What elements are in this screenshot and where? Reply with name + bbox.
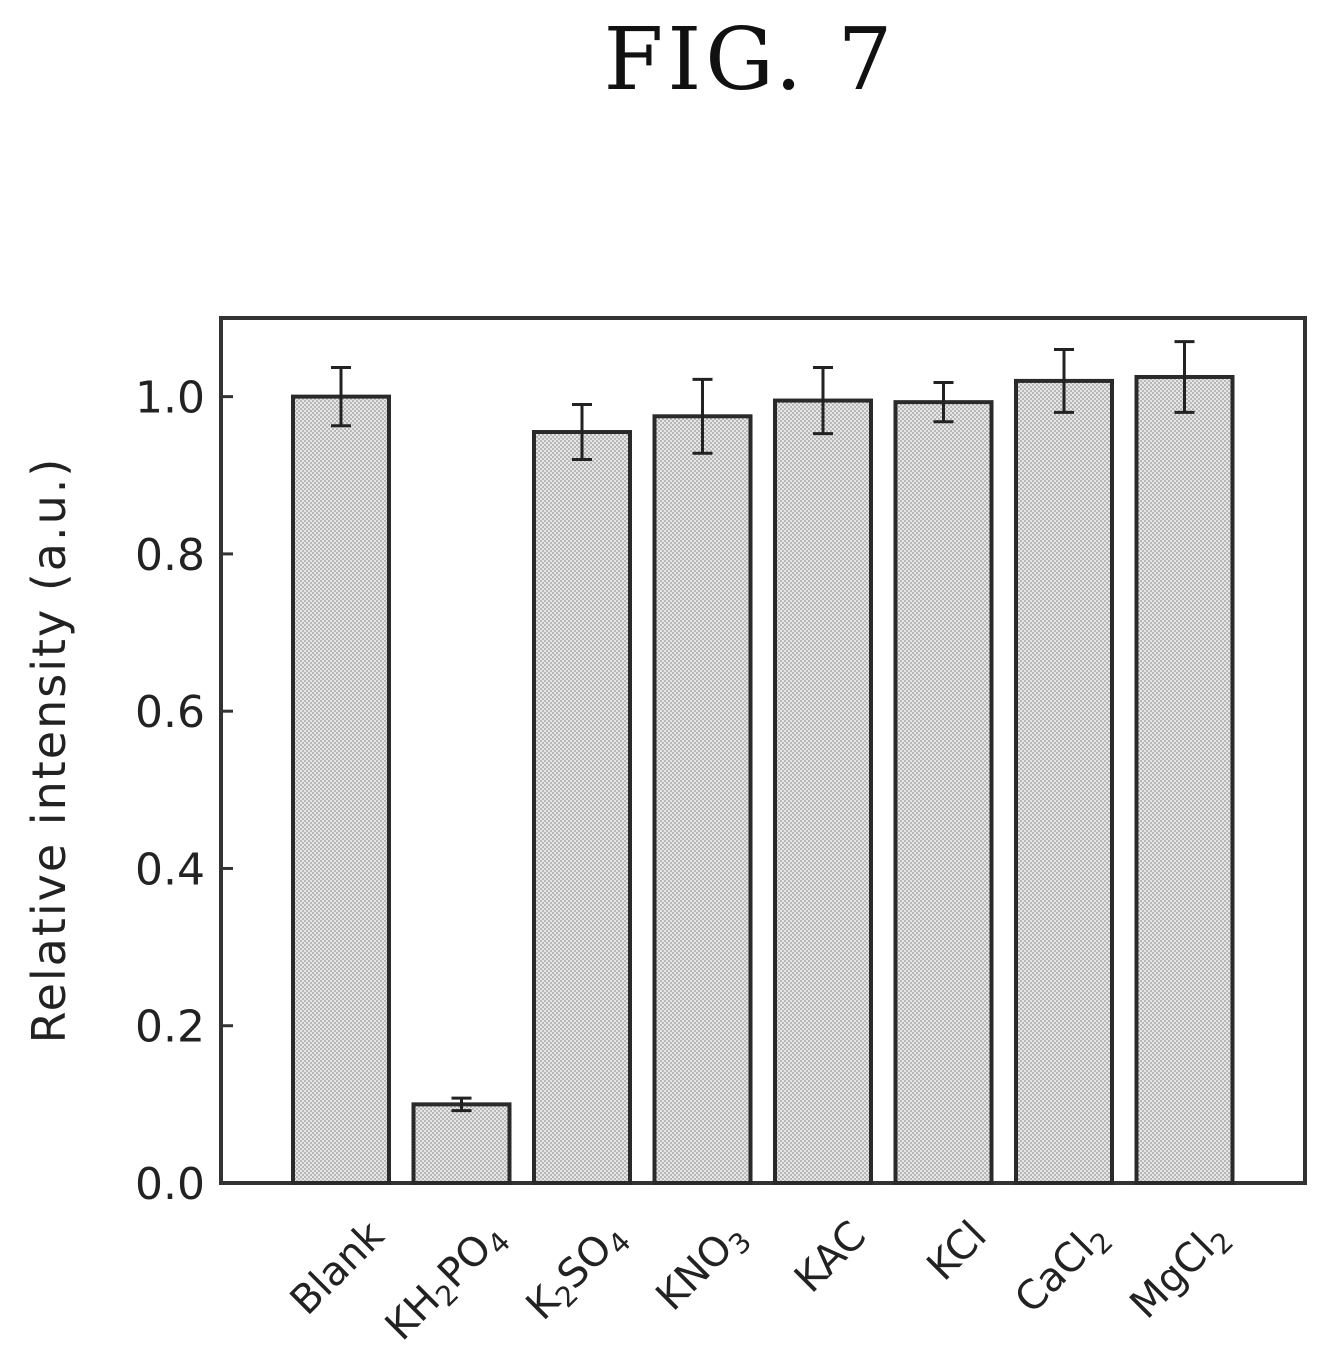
y-axis-ticks: 0.0 0.2 0.4 0.6 0.8 1.0 [135,373,233,1210]
error-bars-layer [331,340,1195,1113]
y-axis-title: Relative intensity (a.u.) [22,457,76,1044]
x-category-label: Blank [282,1212,394,1324]
x-category-label: MgCl2 [1121,1213,1240,1332]
bar [773,398,873,1185]
y-tick-label: 1.0 [135,373,205,424]
bar [411,1102,512,1186]
bar [532,430,632,1186]
y-tick-label: 0.6 [135,687,205,738]
bar [1014,378,1114,1185]
bars-layer [291,374,1235,1186]
plot-frame [219,316,1307,1185]
bar [1134,374,1235,1185]
x-category-label: KAC [786,1213,875,1302]
bar [291,394,391,1185]
x-category-label: K2SO4 [518,1213,638,1333]
bar [652,414,753,1185]
y-tick-label: 0.0 [135,1159,205,1210]
x-category-label: KNO3 [647,1213,758,1324]
y-tick-label: 0.4 [135,844,205,895]
y-tick-label: 0.8 [135,530,205,581]
x-category-label: KCl [918,1213,995,1290]
y-tick-label: 0.2 [135,1002,205,1053]
x-category-label: KH2PO4 [377,1213,517,1353]
figure-title: FIG. 7 [603,10,897,110]
x-category-label: CaCl2 [1006,1213,1119,1326]
bar [893,400,994,1185]
